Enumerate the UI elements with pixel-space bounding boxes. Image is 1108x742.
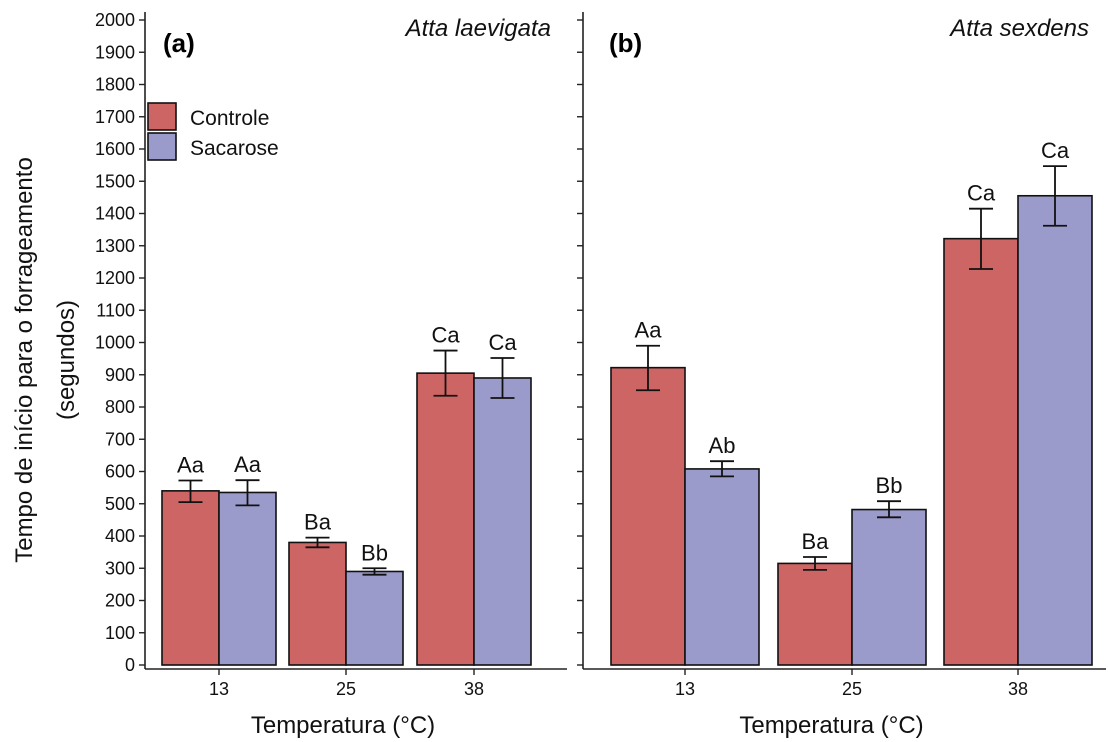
significance-label: Aa — [177, 453, 205, 478]
y-tick-label: 1100 — [96, 300, 135, 320]
bar-sacarose-25 — [851, 508, 927, 666]
significance-label: Bb — [876, 473, 903, 498]
significance-label: Aa — [234, 452, 262, 477]
x-tick-label: 25 — [842, 679, 862, 699]
y-tick-label: 900 — [105, 365, 135, 385]
bar-controle-38 — [416, 372, 475, 666]
species-name: Atta laevigata — [404, 15, 551, 42]
y-tick-label: 700 — [105, 429, 135, 449]
y-axis-title-line-2: (segundos) — [53, 300, 80, 420]
y-tick-label: 2000 — [95, 10, 135, 30]
bar-sacarose-25 — [345, 570, 404, 666]
bar-sacarose-38 — [1017, 194, 1093, 666]
y-tick-label: 100 — [105, 623, 135, 643]
panel-b: Aa Ab 13 Ba Bb 25 Ca Ca 38 Temperatura (°C) (b) Att… — [577, 12, 1106, 739]
species-name: Atta sexdens — [948, 15, 1089, 42]
y-tick-label: 800 — [105, 397, 135, 417]
significance-label: Ca — [431, 323, 460, 348]
panel-tag: (a) — [163, 28, 195, 58]
y-tick-label: 600 — [105, 462, 135, 482]
significance-label: Bb — [361, 540, 388, 565]
significance-label: Ba — [802, 529, 830, 554]
y-tick-label: 0 — [125, 655, 135, 675]
bar-sacarose-38 — [473, 377, 532, 666]
legend-swatch-controle — [147, 102, 177, 131]
significance-label: Ba — [304, 510, 332, 535]
y-axis-title-line-1: Tempo de início para o forrageamento — [11, 157, 38, 563]
x-tick-label: 38 — [1008, 679, 1028, 699]
legend-swatch-sacarose — [147, 132, 177, 161]
bar-controle-25 — [777, 562, 853, 666]
y-tick-label: 1400 — [95, 204, 135, 224]
y-tick-label: 1600 — [95, 139, 135, 159]
y-tick-label: 1000 — [95, 333, 135, 353]
x-axis-title: Temperatura (°C) — [739, 712, 923, 739]
x-axis-title: Temperatura (°C) — [251, 712, 435, 739]
significance-label: Aa — [635, 318, 663, 343]
bar-controle-13 — [610, 366, 686, 666]
y-tick-label: 500 — [105, 494, 135, 514]
y-tick-label: 1800 — [95, 75, 135, 95]
bar-controle-25 — [288, 541, 347, 666]
legend-label-controle: Controle — [190, 107, 269, 130]
x-tick-label: 13 — [675, 679, 695, 699]
significance-label: Ab — [709, 433, 736, 458]
y-tick-label: 1700 — [95, 107, 135, 127]
bar-controle-13 — [161, 490, 220, 666]
x-tick-label: 13 — [209, 679, 229, 699]
x-tick-label: 38 — [464, 679, 484, 699]
significance-label: Ca — [1041, 138, 1070, 163]
bar-controle-38 — [943, 237, 1019, 666]
y-tick-label: 1200 — [95, 268, 135, 288]
y-tick-label: 300 — [105, 558, 135, 578]
bar-sacarose-13 — [218, 491, 277, 666]
panel-a: 0 100 200 300 400 500 600 700 800 900 1000 1100 1200… — [95, 10, 567, 739]
significance-label: Ca — [967, 181, 996, 206]
x-tick-label: 25 — [336, 679, 356, 699]
y-tick-label: 400 — [105, 526, 135, 546]
panel-tag: (b) — [609, 28, 642, 58]
y-tick-label: 1300 — [95, 236, 135, 256]
y-tick-label: 1500 — [95, 171, 135, 191]
legend: Controle Sacarose — [147, 102, 279, 161]
legend-label-sacarose: Sacarose — [190, 137, 279, 160]
y-tick-label: 1900 — [95, 42, 135, 62]
y-tick-label: 200 — [105, 591, 135, 611]
chart-panels: 0 100 200 300 400 500 600 700 800 900 1000 1100 1200… — [95, 10, 1106, 739]
significance-label: Ca — [488, 330, 517, 355]
bar-sacarose-13 — [684, 468, 760, 666]
